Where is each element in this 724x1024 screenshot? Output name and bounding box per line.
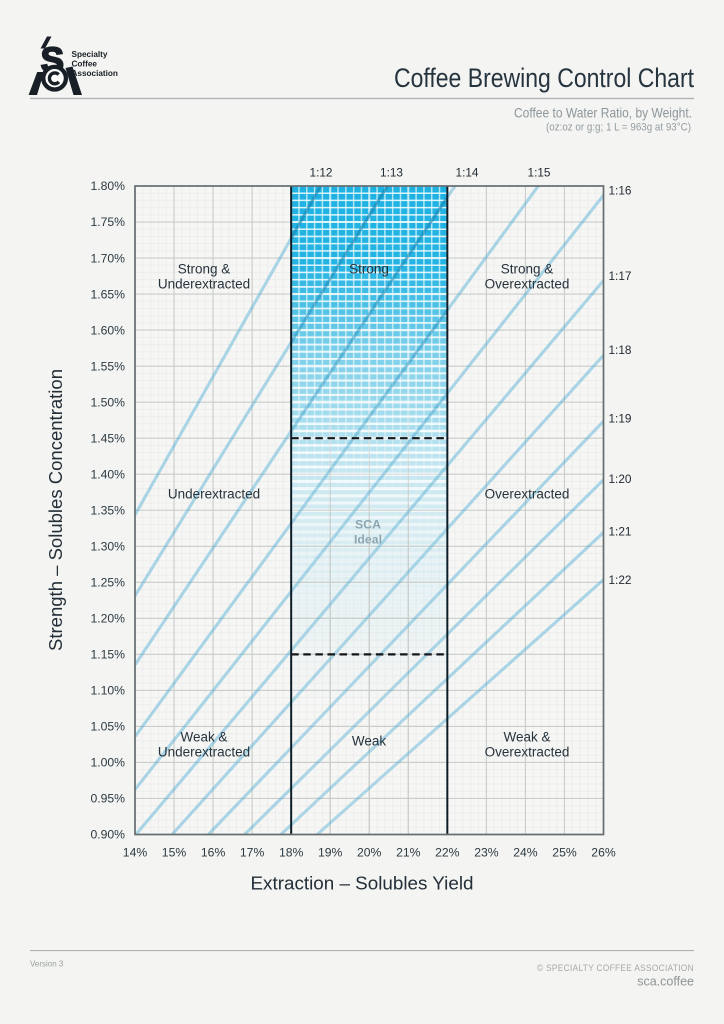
svg-text:1.30%: 1.30% — [90, 540, 125, 554]
svg-text:(oz:oz or g:g; 1 L = 963g at 9: (oz:oz or g:g; 1 L = 963g at 93°C) — [546, 122, 691, 134]
svg-text:1:18: 1:18 — [609, 343, 632, 357]
svg-text:1.35%: 1.35% — [90, 503, 125, 517]
svg-text:1:16: 1:16 — [609, 184, 632, 198]
svg-text:1.55%: 1.55% — [90, 359, 125, 373]
svg-text:1.05%: 1.05% — [90, 720, 125, 734]
svg-text:1:15: 1:15 — [528, 166, 551, 180]
svg-text:1.15%: 1.15% — [90, 648, 125, 662]
svg-text:20%: 20% — [357, 846, 382, 860]
svg-text:1:17: 1:17 — [609, 269, 632, 283]
svg-text:Coffee: Coffee — [72, 60, 98, 69]
svg-text:Association: Association — [72, 69, 118, 78]
svg-text:Coffee to Water Ratio, by Weig: Coffee to Water Ratio, by Weight. — [514, 105, 692, 121]
svg-text:14%: 14% — [123, 846, 148, 860]
svg-text:1.20%: 1.20% — [90, 612, 125, 626]
svg-text:1:12: 1:12 — [310, 166, 333, 180]
svg-text:0.90%: 0.90% — [90, 828, 125, 842]
svg-text:26%: 26% — [591, 846, 616, 860]
svg-text:Overextracted: Overextracted — [485, 487, 570, 502]
svg-text:1.65%: 1.65% — [90, 287, 125, 301]
svg-text:Ideal: Ideal — [354, 533, 382, 547]
svg-text:19%: 19% — [318, 846, 343, 860]
svg-text:21%: 21% — [396, 846, 421, 860]
svg-text:Strong &: Strong & — [501, 262, 554, 277]
svg-text:SCA: SCA — [355, 518, 381, 532]
svg-text:16%: 16% — [201, 846, 226, 860]
svg-text:1.00%: 1.00% — [90, 756, 125, 770]
svg-text:Extraction – Solubles Yield: Extraction – Solubles Yield — [251, 873, 474, 894]
svg-text:Underextracted: Underextracted — [168, 487, 260, 502]
svg-text:1.45%: 1.45% — [90, 431, 125, 445]
svg-text:15%: 15% — [162, 846, 187, 860]
svg-text:Coffee Brewing Control Chart: Coffee Brewing Control Chart — [394, 63, 695, 93]
svg-text:1.80%: 1.80% — [90, 179, 125, 193]
svg-text:1:21: 1:21 — [609, 525, 632, 539]
svg-text:Strong &: Strong & — [178, 262, 231, 277]
svg-text:Strength – Solubles Concentrat: Strength – Solubles Concentration — [45, 369, 66, 651]
svg-text:Strong: Strong — [349, 262, 389, 277]
svg-text:24%: 24% — [513, 846, 538, 860]
svg-text:18%: 18% — [279, 846, 304, 860]
svg-text:Version 3: Version 3 — [30, 960, 64, 969]
svg-text:1:20: 1:20 — [609, 472, 632, 486]
svg-text:0.95%: 0.95% — [90, 792, 125, 806]
svg-text:Weak &: Weak & — [503, 730, 550, 745]
svg-text:1.40%: 1.40% — [90, 467, 125, 481]
svg-text:1:13: 1:13 — [380, 166, 403, 180]
svg-text:Underextracted: Underextracted — [158, 745, 250, 760]
svg-text:1.50%: 1.50% — [90, 395, 125, 409]
svg-text:1:14: 1:14 — [456, 166, 479, 180]
svg-text:Overextracted: Overextracted — [485, 277, 570, 292]
svg-text:1.25%: 1.25% — [90, 576, 125, 590]
svg-text:© SPECIALTY COFFEE ASSOCIATION: © SPECIALTY COFFEE ASSOCIATION — [537, 963, 694, 973]
svg-text:Underextracted: Underextracted — [158, 277, 250, 292]
svg-text:25%: 25% — [552, 846, 577, 860]
svg-text:22%: 22% — [435, 846, 460, 860]
svg-text:1.10%: 1.10% — [90, 684, 125, 698]
svg-text:1.75%: 1.75% — [90, 215, 125, 229]
svg-text:sca.coffee: sca.coffee — [637, 975, 694, 989]
svg-text:Weak: Weak — [352, 734, 387, 749]
svg-text:1.70%: 1.70% — [90, 251, 125, 265]
svg-text:17%: 17% — [240, 846, 265, 860]
svg-text:1.60%: 1.60% — [90, 323, 125, 337]
svg-text:Overextracted: Overextracted — [485, 745, 570, 760]
svg-text:23%: 23% — [474, 846, 499, 860]
svg-text:Weak &: Weak & — [180, 730, 227, 745]
svg-text:1:22: 1:22 — [609, 573, 632, 587]
svg-text:Specialty: Specialty — [72, 50, 108, 59]
svg-text:1:19: 1:19 — [609, 412, 632, 426]
